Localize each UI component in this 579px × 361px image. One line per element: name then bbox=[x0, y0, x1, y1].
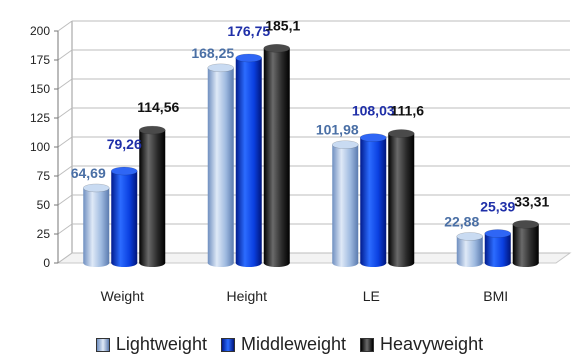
bar-base bbox=[332, 259, 359, 267]
bar-base bbox=[388, 259, 415, 267]
y-tick-label: 75 bbox=[37, 169, 51, 183]
data-label: 108,03 bbox=[352, 103, 395, 119]
bars bbox=[83, 44, 539, 267]
bar-heavyweight-weight bbox=[139, 125, 166, 267]
bar-base bbox=[235, 259, 262, 267]
x-axis: Weight Height LE BMI bbox=[101, 288, 509, 304]
bar-body bbox=[235, 57, 262, 263]
bar-body bbox=[512, 224, 539, 263]
bar-middleweight-le bbox=[360, 133, 387, 267]
data-label: 185,1 bbox=[265, 17, 300, 33]
bar-heavyweight-bmi bbox=[512, 220, 539, 267]
x-tick-label: Weight bbox=[101, 288, 144, 304]
grid-line-diagonal bbox=[57, 49, 73, 61]
bar-top bbox=[360, 133, 387, 142]
bar-base bbox=[456, 259, 483, 267]
bar-middleweight-height bbox=[235, 53, 262, 267]
bar-body bbox=[207, 67, 234, 263]
y-tick-label: 50 bbox=[37, 198, 51, 212]
bar-body bbox=[263, 48, 290, 264]
bar-top bbox=[139, 125, 166, 135]
bar-base bbox=[360, 259, 387, 267]
bar-base bbox=[484, 259, 511, 267]
data-label: 79,26 bbox=[107, 136, 142, 152]
bar-heavyweight-le bbox=[388, 129, 415, 267]
y-tick-label: 175 bbox=[30, 53, 50, 67]
grid-line-diagonal bbox=[57, 252, 73, 264]
grid-line-diagonal bbox=[57, 20, 73, 32]
bar-body bbox=[484, 233, 511, 263]
legend-label: Heavyweight bbox=[380, 334, 484, 354]
x-tick-label: BMI bbox=[483, 288, 508, 304]
bar-top bbox=[456, 232, 483, 241]
grid-line-diagonal bbox=[57, 78, 73, 90]
bar-base bbox=[512, 259, 539, 267]
bar-body bbox=[332, 144, 359, 263]
data-label: 101,98 bbox=[316, 122, 359, 138]
bar-top bbox=[388, 129, 415, 138]
grid-line-diagonal bbox=[57, 165, 73, 177]
bar-base bbox=[263, 259, 290, 267]
bar-body bbox=[83, 187, 110, 263]
legend-item-lightweight: Lightweight bbox=[95, 334, 207, 355]
y-tick-label: 100 bbox=[30, 140, 50, 154]
bar-middleweight-weight bbox=[111, 166, 138, 267]
bar-top bbox=[484, 229, 511, 238]
y-tick-label: 150 bbox=[30, 82, 50, 96]
legend-swatch bbox=[220, 337, 235, 352]
x-tick-label: Height bbox=[227, 288, 268, 304]
y-tick-label: 125 bbox=[30, 111, 50, 125]
bar-top bbox=[207, 63, 234, 73]
legend-label: Middleweight bbox=[240, 334, 347, 354]
data-label: 114,56 bbox=[137, 99, 179, 115]
data-label: 176,75 bbox=[227, 23, 270, 39]
y-axis: 0 25 50 75 100 125 150 175 200 bbox=[30, 24, 59, 270]
bar-body bbox=[456, 236, 483, 263]
bar-lightweight-le bbox=[332, 140, 359, 267]
data-label: 22,88 bbox=[444, 213, 479, 229]
bar-body bbox=[388, 133, 415, 263]
bar-top bbox=[332, 140, 359, 149]
grid-line-diagonal bbox=[57, 194, 73, 206]
bar-body bbox=[360, 137, 387, 263]
bar-top bbox=[263, 44, 290, 53]
grid-line-diagonal bbox=[57, 107, 73, 119]
data-label: 25,39 bbox=[480, 199, 515, 215]
y-tick-label: 0 bbox=[43, 256, 50, 270]
legend-item-middleweight: Middleweight bbox=[220, 334, 347, 355]
bar-top bbox=[83, 183, 110, 193]
x-tick-label: LE bbox=[363, 288, 380, 304]
bar-body bbox=[111, 171, 138, 263]
bar-top bbox=[512, 220, 539, 229]
legend: Lightweight Middleweight Heavyweight bbox=[0, 334, 579, 355]
data-label: 168,25 bbox=[191, 45, 234, 61]
y-tick-label: 25 bbox=[37, 227, 51, 241]
legend-swatch bbox=[360, 337, 375, 352]
bar-base bbox=[139, 259, 166, 267]
bar-lightweight-height bbox=[207, 63, 234, 267]
bar-lightweight-weight bbox=[83, 183, 110, 267]
bar-base bbox=[207, 259, 234, 267]
bar-lightweight-bmi bbox=[456, 232, 483, 267]
grid-line-diagonal bbox=[57, 136, 73, 148]
bar-body bbox=[139, 130, 166, 263]
bar-base bbox=[83, 259, 110, 267]
bar-base bbox=[111, 259, 138, 267]
data-label: 64,69 bbox=[71, 165, 106, 181]
legend-swatch bbox=[95, 337, 110, 352]
data-label: 33,31 bbox=[514, 193, 549, 209]
bar-top bbox=[111, 166, 138, 176]
bar-middleweight-bmi bbox=[484, 229, 511, 267]
data-label: 111,6 bbox=[391, 103, 425, 119]
legend-item-heavyweight: Heavyweight bbox=[360, 334, 483, 355]
bar-heavyweight-height bbox=[263, 44, 290, 267]
y-tick-label: 200 bbox=[30, 24, 50, 38]
grid-line-diagonal bbox=[57, 223, 73, 235]
bar-top bbox=[235, 53, 262, 63]
legend-label: Lightweight bbox=[115, 334, 207, 354]
